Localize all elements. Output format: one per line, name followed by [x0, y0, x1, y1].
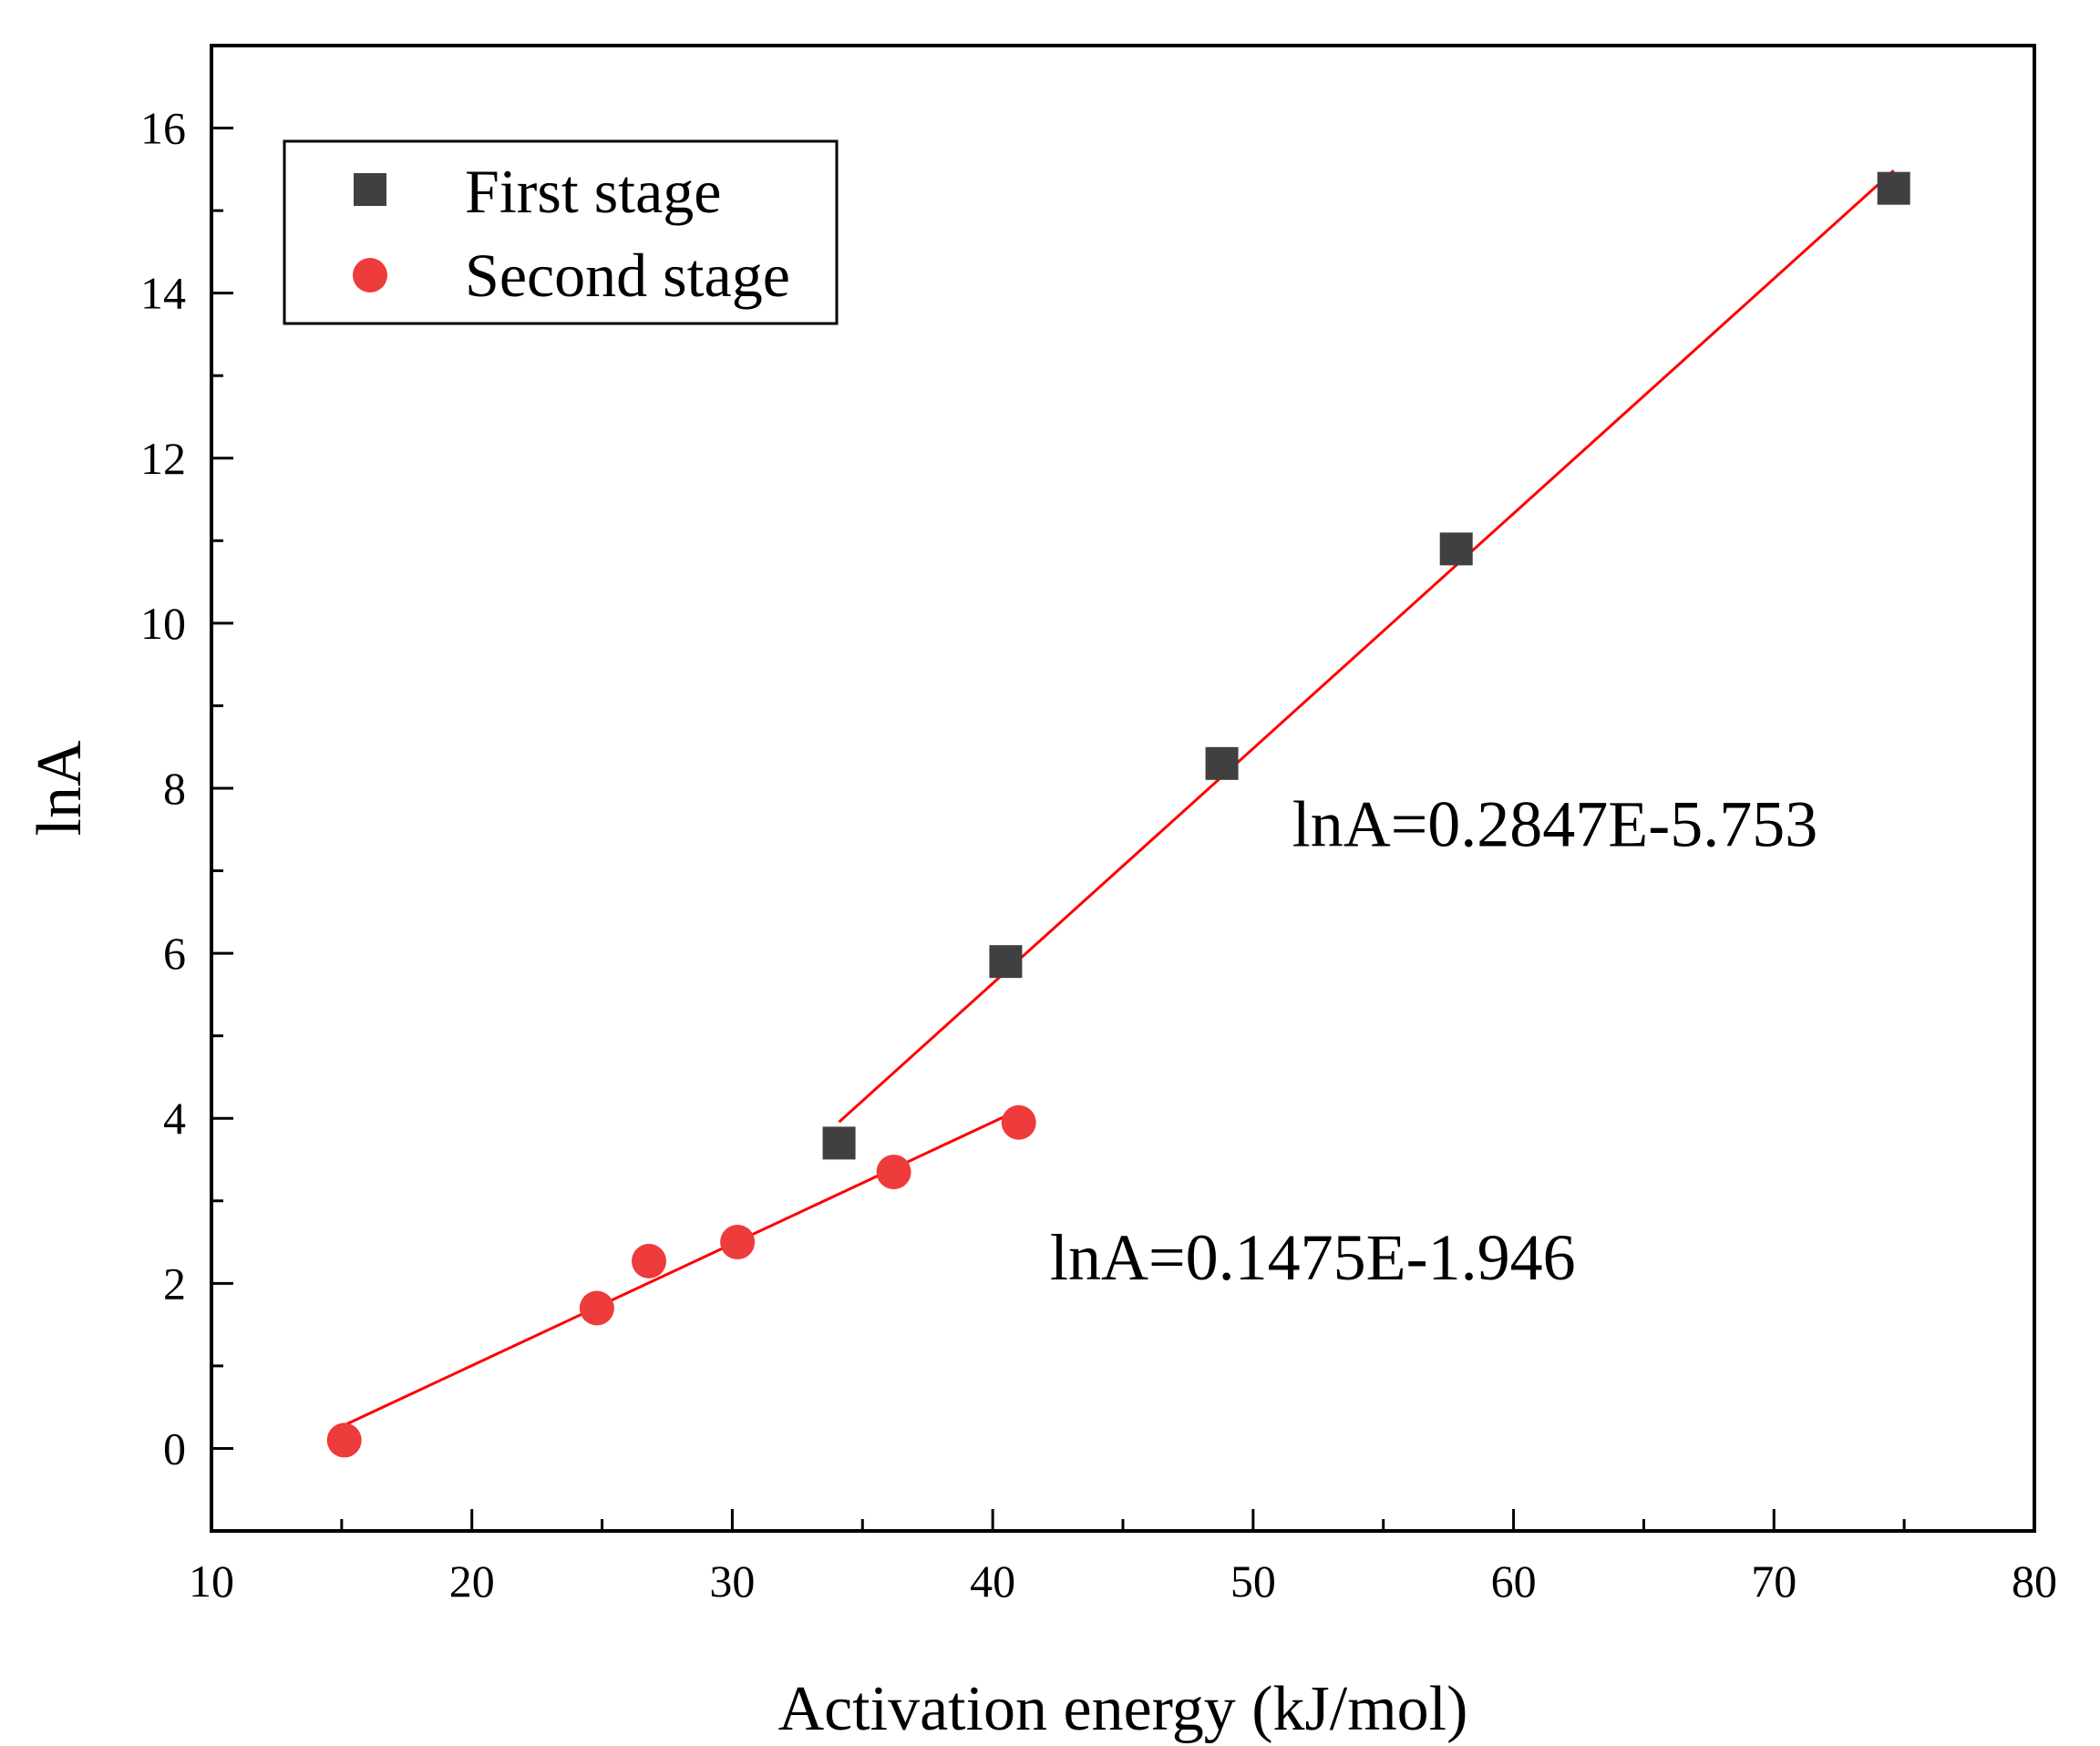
y-tick-label-14: 14 [140, 268, 186, 319]
axis-ticks: 10 20 30 40 50 60 70 80 0 2 4 6 8 10 12 14 16 [140, 44, 2057, 1607]
y-tick-label-2: 2 [163, 1258, 186, 1309]
x-tick-label-80: 80 [2012, 1556, 2057, 1607]
x-tick-label-40: 40 [970, 1556, 1015, 1607]
point-first-stage-3 [1439, 532, 1473, 566]
point-second-stage-0 [326, 1422, 362, 1458]
y-tick-label-4: 4 [163, 1093, 186, 1144]
fit-line-first-stage [838, 169, 1895, 1124]
y-tick-label-0: 0 [163, 1422, 186, 1474]
x-axis-title: Activation energy (kJ/mol) [778, 1674, 1468, 1744]
y-tick-label-12: 12 [140, 433, 186, 484]
x-tick-label-10: 10 [189, 1556, 234, 1607]
point-first-stage-2 [1205, 746, 1239, 780]
x-tick-label-50: 50 [1230, 1556, 1276, 1607]
y-tick-label-8: 8 [163, 763, 186, 814]
y-tick-label-6: 6 [163, 928, 186, 979]
point-second-stage-5 [1001, 1104, 1036, 1140]
point-first-stage-0 [822, 1126, 856, 1160]
fit-equation-second-stage: lnA=0.1475E-1.946 [1050, 1221, 1576, 1294]
legend-box [283, 139, 839, 325]
y-axis-title: lnA [25, 740, 95, 836]
data-points [326, 171, 1910, 1458]
fit-equation-first-stage: lnA=0.2847E-5.753 [1292, 787, 1818, 860]
point-second-stage-1 [579, 1290, 614, 1326]
y-tick-label-10: 10 [140, 598, 186, 649]
legend-label-second-stage: Second stage [465, 241, 790, 310]
annotations: lnA=0.2847E-5.753 lnA=0.1475E-1.946 [1050, 787, 1817, 1293]
legend-label-first-stage: First stage [465, 157, 721, 226]
y-tick-label-16: 16 [140, 103, 186, 154]
legend-marker-second-stage [353, 258, 387, 293]
point-first-stage-4 [1877, 171, 1910, 205]
point-second-stage-3 [720, 1225, 756, 1260]
legend: First stage Second stage [283, 139, 839, 325]
x-tick-label-60: 60 [1491, 1556, 1537, 1607]
x-tick-label-70: 70 [1751, 1556, 1796, 1607]
point-first-stage-1 [989, 945, 1023, 979]
fit-line-second-stage [344, 1108, 1020, 1427]
legend-marker-first-stage [354, 173, 386, 206]
point-second-stage-4 [876, 1155, 911, 1190]
point-second-stage-2 [632, 1243, 666, 1279]
x-tick-label-30: 30 [709, 1556, 755, 1607]
x-tick-label-20: 20 [449, 1556, 495, 1607]
